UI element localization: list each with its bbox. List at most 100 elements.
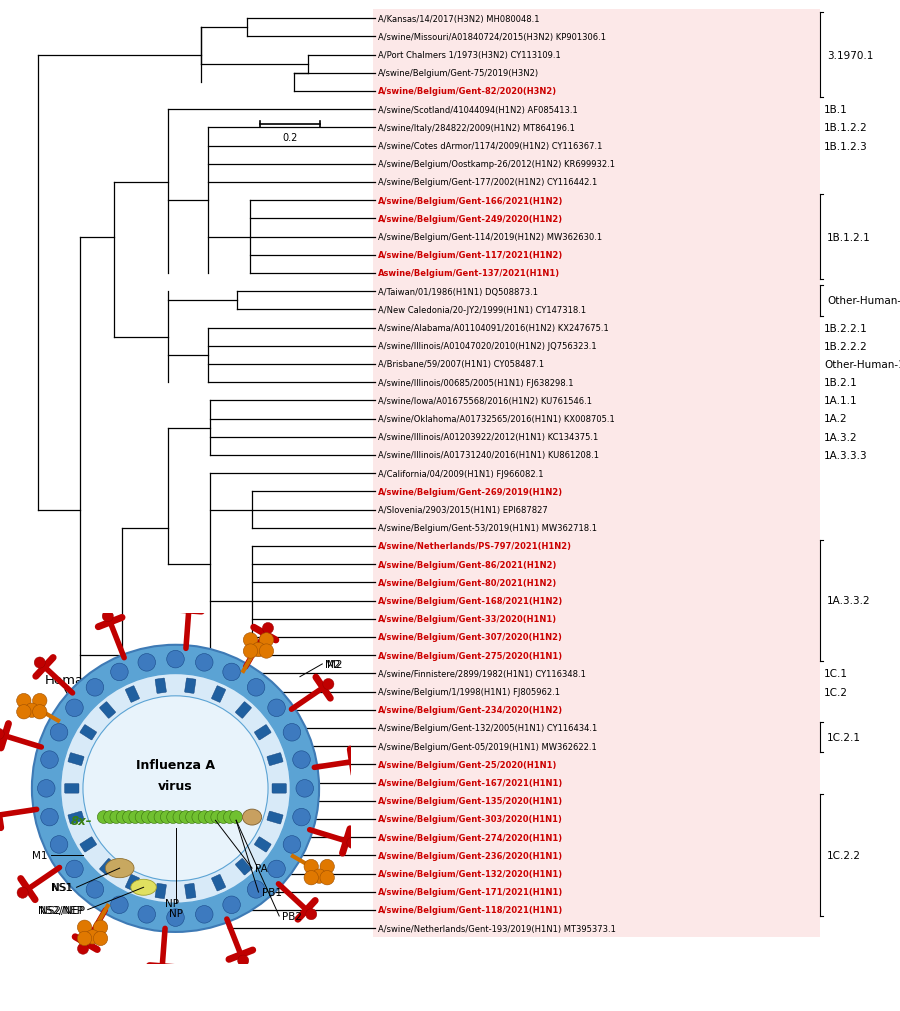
Circle shape	[173, 811, 185, 824]
Circle shape	[135, 811, 148, 824]
Text: Aswine/Belgium/Gent-137/2021(H1N1): Aswine/Belgium/Gent-137/2021(H1N1)	[378, 269, 560, 278]
FancyBboxPatch shape	[212, 875, 226, 891]
Text: A/swine/Belgium/Gent-132/2005(H1N1) CY116434.1: A/swine/Belgium/Gent-132/2005(H1N1) CY11…	[378, 724, 598, 733]
Text: A/swine/Belgium/Gent-177/2002(H1N2) CY116442.1: A/swine/Belgium/Gent-177/2002(H1N2) CY11…	[378, 178, 598, 187]
Circle shape	[16, 705, 31, 719]
Circle shape	[263, 623, 274, 634]
Text: A/swine/Belgium/Gent-25/2020(H1N1): A/swine/Belgium/Gent-25/2020(H1N1)	[378, 760, 557, 769]
Circle shape	[129, 811, 141, 824]
Circle shape	[97, 811, 110, 824]
Circle shape	[184, 599, 194, 610]
Text: A/swine/Belgium/Gent-303/2020(H1N1): A/swine/Belgium/Gent-303/2020(H1N1)	[378, 815, 562, 824]
Circle shape	[248, 881, 265, 899]
Circle shape	[192, 811, 204, 824]
Text: 1C.2.1: 1C.2.1	[827, 732, 861, 742]
Text: 1A.3.2: 1A.3.2	[824, 433, 858, 442]
Circle shape	[104, 811, 116, 824]
Text: PB2: PB2	[283, 911, 302, 921]
Text: A/swine/Belgium/Gent-114/2019(H1N2) MW362630.1: A/swine/Belgium/Gent-114/2019(H1N2) MW36…	[378, 233, 602, 242]
Circle shape	[138, 654, 156, 671]
Text: 1B.1.2.3: 1B.1.2.3	[824, 142, 868, 152]
Circle shape	[179, 811, 192, 824]
Circle shape	[292, 809, 310, 826]
FancyBboxPatch shape	[125, 875, 140, 891]
Circle shape	[77, 943, 88, 954]
Circle shape	[32, 645, 319, 932]
FancyBboxPatch shape	[236, 702, 251, 719]
Ellipse shape	[105, 858, 134, 878]
Text: A/swine/Missouri/A01840724/2015(H3N2) KP901306.1: A/swine/Missouri/A01840724/2015(H3N2) KP…	[378, 32, 606, 41]
Text: A/swine/Belgium/Gent-171/2021(H1N1): A/swine/Belgium/Gent-171/2021(H1N1)	[378, 888, 563, 897]
Circle shape	[17, 888, 28, 899]
Circle shape	[50, 836, 68, 853]
Circle shape	[50, 724, 68, 741]
Circle shape	[238, 955, 248, 967]
Text: A/swine/Oklahoma/A01732565/2016(H1N1) KX008705.1: A/swine/Oklahoma/A01732565/2016(H1N1) KX…	[378, 415, 615, 424]
Circle shape	[166, 651, 184, 668]
Text: 0.2: 0.2	[283, 133, 298, 143]
Circle shape	[259, 633, 274, 647]
FancyBboxPatch shape	[68, 753, 84, 765]
Text: A/swine/Belgium/Gent-234/2020(H1N2): A/swine/Belgium/Gent-234/2020(H1N2)	[378, 706, 563, 715]
Text: A/swine/Netherlands/PS-797/2021(H1N2): A/swine/Netherlands/PS-797/2021(H1N2)	[378, 542, 572, 551]
Text: Other-Human-1B.2: Other-Human-1B.2	[827, 296, 900, 306]
Text: 1C.2: 1C.2	[824, 686, 848, 697]
FancyBboxPatch shape	[155, 884, 166, 899]
Text: A/Kansas/14/2017(H3N2) MH080048.1: A/Kansas/14/2017(H3N2) MH080048.1	[378, 14, 539, 23]
Circle shape	[138, 906, 156, 923]
Circle shape	[223, 811, 236, 824]
Text: A/swine/Finnistere/2899/1982(H1N1) CY116348.1: A/swine/Finnistere/2899/1982(H1N1) CY116…	[378, 669, 586, 678]
FancyBboxPatch shape	[65, 784, 79, 794]
Circle shape	[40, 751, 58, 768]
Text: A/swine/Belgium/Gent-118/2021(H1N1): A/swine/Belgium/Gent-118/2021(H1N1)	[378, 906, 563, 915]
Circle shape	[195, 654, 213, 671]
Circle shape	[94, 931, 108, 945]
Text: A/swine/Belgium/Gent-166/2021(H1N2): A/swine/Belgium/Gent-166/2021(H1N2)	[378, 196, 563, 205]
Bar	[373, 10, 820, 937]
Circle shape	[94, 920, 108, 934]
FancyBboxPatch shape	[100, 702, 115, 719]
Circle shape	[243, 644, 257, 658]
Text: A/swine/Belgium/Gent-33/2020(H1N1): A/swine/Belgium/Gent-33/2020(H1N1)	[378, 615, 557, 624]
Text: A/swine/Belgium/Gent-05/2019(H1N1) MW362622.1: A/swine/Belgium/Gent-05/2019(H1N1) MW362…	[378, 742, 597, 751]
Circle shape	[166, 909, 184, 926]
Circle shape	[268, 700, 285, 717]
Text: NS1: NS1	[50, 883, 72, 893]
Text: A/swine/Illinois/00685/2005(H1N1) FJ638298.1: A/swine/Illinois/00685/2005(H1N1) FJ6382…	[378, 378, 573, 387]
FancyBboxPatch shape	[100, 858, 115, 876]
Text: NP: NP	[168, 908, 183, 918]
Text: 1C.1: 1C.1	[824, 668, 848, 678]
Circle shape	[77, 931, 92, 945]
Circle shape	[284, 724, 301, 741]
FancyBboxPatch shape	[68, 812, 84, 824]
Circle shape	[16, 694, 31, 708]
Circle shape	[166, 811, 179, 824]
Text: A/swine/Iowa/A01675568/2016(H1N2) KU761546.1: A/swine/Iowa/A01675568/2016(H1N2) KU7615…	[378, 396, 592, 405]
Circle shape	[32, 694, 47, 708]
Circle shape	[211, 811, 223, 824]
Text: A/New Caledonia/20-JY2/1999(H1N1) CY147318.1: A/New Caledonia/20-JY2/1999(H1N1) CY1473…	[378, 305, 586, 314]
Text: A/swine/Belgium/Gent-274/2020(H1N1): A/swine/Belgium/Gent-274/2020(H1N1)	[378, 833, 563, 842]
Text: NS2/NEP: NS2/NEP	[38, 905, 83, 915]
Text: virus: virus	[158, 778, 193, 792]
Circle shape	[251, 643, 266, 657]
Text: 1B.1.2.1: 1B.1.2.1	[827, 233, 871, 243]
Text: 1B.1.2.2: 1B.1.2.2	[824, 123, 868, 133]
Circle shape	[230, 811, 242, 824]
Text: A/swine/Illinois/A01047020/2010(H1N2) JQ756323.1: A/swine/Illinois/A01047020/2010(H1N2) JQ…	[378, 342, 597, 351]
Text: A/swine/Illinois/A01203922/2012(H1N1) KC134375.1: A/swine/Illinois/A01203922/2012(H1N1) KC…	[378, 433, 598, 442]
Circle shape	[160, 811, 173, 824]
Text: A/swine/Belgium/Gent-82/2020(H3N2): A/swine/Belgium/Gent-82/2020(H3N2)	[378, 87, 557, 96]
Circle shape	[34, 657, 45, 668]
Circle shape	[110, 811, 122, 824]
Circle shape	[304, 859, 319, 874]
FancyBboxPatch shape	[184, 678, 196, 694]
Circle shape	[103, 611, 113, 622]
Circle shape	[148, 811, 160, 824]
FancyBboxPatch shape	[184, 884, 196, 899]
Circle shape	[217, 811, 230, 824]
Text: A/swine/Belgium/Gent-80/2021(H1N2): A/swine/Belgium/Gent-80/2021(H1N2)	[378, 578, 557, 587]
Text: 1A.2: 1A.2	[824, 415, 848, 424]
Text: A/Brisbane/59/2007(H1N1) CY058487.1: A/Brisbane/59/2007(H1N1) CY058487.1	[378, 360, 544, 369]
Text: A/swine/Belgium/1/1998(H1N1) FJ805962.1: A/swine/Belgium/1/1998(H1N1) FJ805962.1	[378, 687, 560, 697]
